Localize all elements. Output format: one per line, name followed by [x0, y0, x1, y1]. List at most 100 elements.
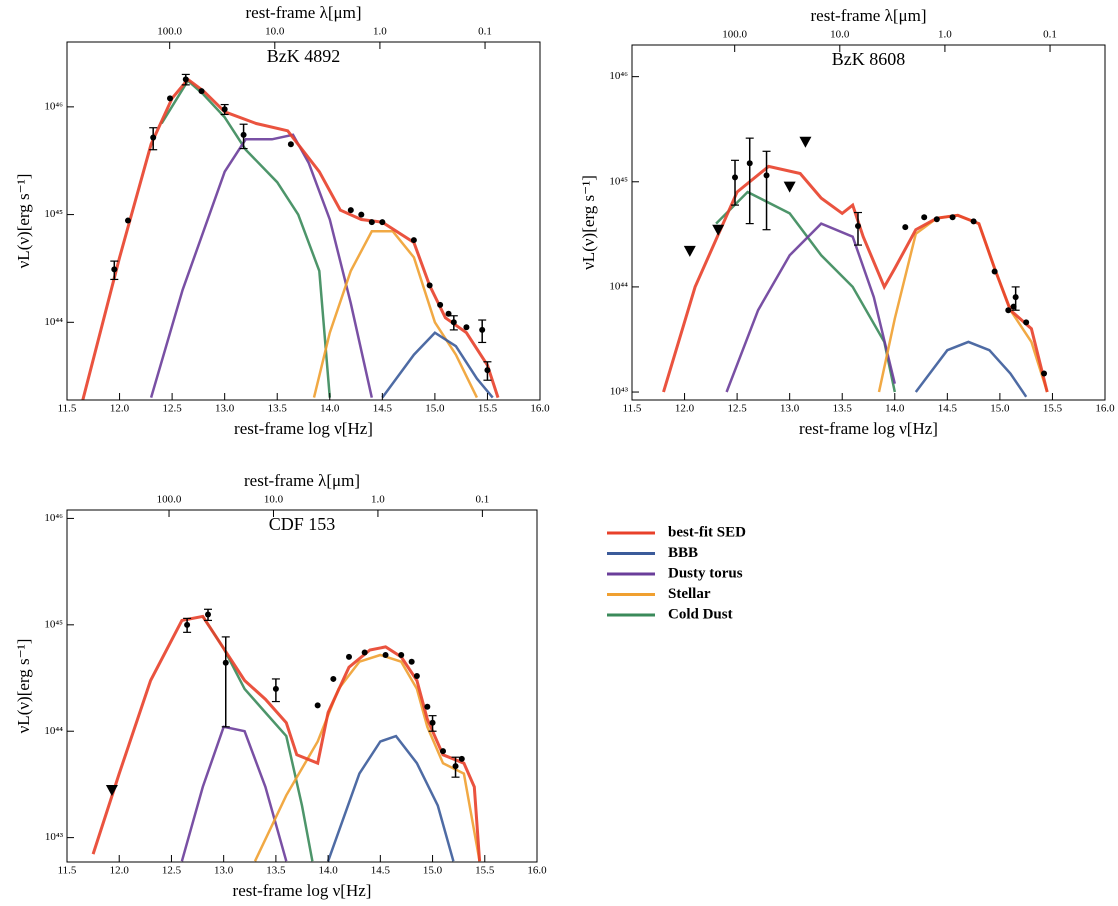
sed-curve — [381, 331, 494, 399]
data-point — [463, 324, 470, 331]
x-tick-label: 14.0 — [320, 403, 340, 415]
data-point — [1041, 370, 1048, 377]
upper-limit — [105, 785, 118, 797]
y-tick-label: 10⁴⁶ — [44, 512, 63, 524]
legend-label: Cold Dust — [668, 606, 733, 622]
x-tick-label: 16.0 — [530, 403, 550, 415]
series-group — [81, 73, 500, 400]
x-tick-label: 14.5 — [938, 403, 958, 415]
x-tick-label: 15.0 — [990, 403, 1010, 415]
x2-tick-label: 10.0 — [264, 494, 284, 506]
y-tick-label: 10⁴⁶ — [609, 70, 628, 82]
sed-curve — [149, 133, 374, 398]
sed-curve — [253, 653, 481, 862]
data-point — [1023, 319, 1030, 326]
data-point — [426, 282, 433, 289]
x-tick-label: 12.0 — [110, 403, 130, 415]
sed-curve — [326, 734, 455, 862]
legend-label: best-fit SED — [668, 524, 746, 540]
data-point — [484, 367, 491, 374]
data-point — [198, 88, 205, 95]
x-tick-label: 12.5 — [162, 403, 182, 415]
data-point — [184, 621, 191, 628]
y-tick-label: 10⁴⁴ — [44, 316, 63, 328]
x2-tick-label: 1.0 — [373, 26, 387, 38]
data-point — [429, 719, 436, 726]
sed-curve — [662, 164, 1049, 393]
x2-tick-label: 100.0 — [157, 26, 182, 38]
data-point — [479, 326, 486, 333]
data-point — [347, 207, 354, 214]
data-point — [1012, 294, 1019, 301]
data-point — [124, 217, 131, 224]
x2-tick-label: 100.0 — [157, 494, 182, 506]
x-axis-label: rest-frame log ν[Hz] — [799, 419, 938, 438]
x-tick-label: 13.5 — [268, 403, 288, 415]
data-point — [379, 219, 386, 226]
plot-frame — [631, 44, 1106, 401]
sed-curve — [91, 614, 482, 862]
data-point — [398, 652, 405, 659]
y-tick-label: 10⁴⁵ — [44, 208, 63, 220]
y-tick-label: 10⁴³ — [610, 386, 629, 398]
x-tick-label: 14.5 — [371, 865, 391, 877]
sed-curve — [180, 725, 288, 862]
x2-tick-label: 0.1 — [476, 494, 490, 506]
x-tick-label: 11.5 — [58, 403, 77, 415]
upper-limit — [683, 245, 696, 257]
data-point — [424, 703, 431, 710]
x2-axis-label: rest-frame λ[μm] — [244, 471, 360, 490]
upper-limit — [799, 136, 812, 148]
data-point — [440, 748, 446, 755]
x-tick-label: 13.0 — [780, 403, 800, 415]
x-tick-label: 15.0 — [423, 865, 443, 877]
panel: 11.5 12.0 12.5 13.0 13.5 14.0 14.5 15.0 15.5 16.0… — [14, 471, 547, 900]
data-point — [221, 106, 228, 113]
x2-tick-label: 100.0 — [722, 29, 747, 41]
upper-limit — [783, 181, 796, 193]
legend-label: BBB — [668, 545, 698, 561]
x-tick-label: 16.0 — [1095, 403, 1115, 415]
data-point — [167, 95, 174, 102]
sed-curve — [715, 190, 897, 393]
data-point — [314, 702, 321, 709]
sed-curve — [312, 230, 479, 399]
data-point — [991, 268, 998, 275]
panel: 11.5 12.0 12.5 13.0 13.5 14.0 14.5 15.0 15.5 16.0… — [14, 3, 550, 438]
x-tick-label: 15.5 — [475, 865, 495, 877]
x2-tick-label: 1.0 — [938, 29, 952, 41]
data-point — [358, 211, 365, 218]
y-tick-label: 10⁴⁶ — [44, 100, 63, 112]
data-point — [746, 160, 753, 167]
sed-curve — [725, 222, 897, 393]
x-axis-label: rest-frame log ν[Hz] — [234, 419, 373, 438]
y-tick-label: 10⁴⁴ — [609, 280, 628, 292]
data-point — [330, 675, 337, 682]
x-tick-label: 13.0 — [214, 865, 234, 877]
x2-tick-label: 1.0 — [371, 494, 385, 506]
data-point — [458, 755, 465, 762]
x-tick-label: 11.5 — [58, 865, 77, 877]
y-axis-label: νL(ν)[erg s⁻¹] — [14, 174, 33, 269]
legend: best-fit SED BBB Dusty torus Stellar Cold Du… — [607, 524, 746, 622]
x-tick-label: 15.0 — [425, 403, 445, 415]
x2-tick-label: 0.1 — [1043, 29, 1057, 41]
panel: 11.5 12.0 12.5 13.0 13.5 14.0 14.5 15.0 15.5 16.0… — [579, 6, 1115, 438]
y-tick-label: 10⁴⁴ — [44, 725, 63, 737]
data-point — [450, 319, 457, 326]
data-point — [902, 224, 909, 231]
data-point — [368, 219, 375, 226]
x-tick-label: 14.0 — [885, 403, 905, 415]
data-point — [382, 652, 389, 659]
x-tick-label: 13.5 — [266, 865, 286, 877]
sed-curve — [877, 214, 1049, 393]
series-group — [91, 608, 482, 862]
plot-frame — [66, 41, 541, 401]
x2-tick-label: 0.1 — [478, 26, 492, 38]
data-point — [949, 214, 956, 221]
data-point — [111, 266, 118, 273]
legend-label: Dusty torus — [668, 565, 743, 581]
x2-axis-label: rest-frame λ[μm] — [246, 3, 362, 22]
data-point — [1005, 307, 1012, 314]
